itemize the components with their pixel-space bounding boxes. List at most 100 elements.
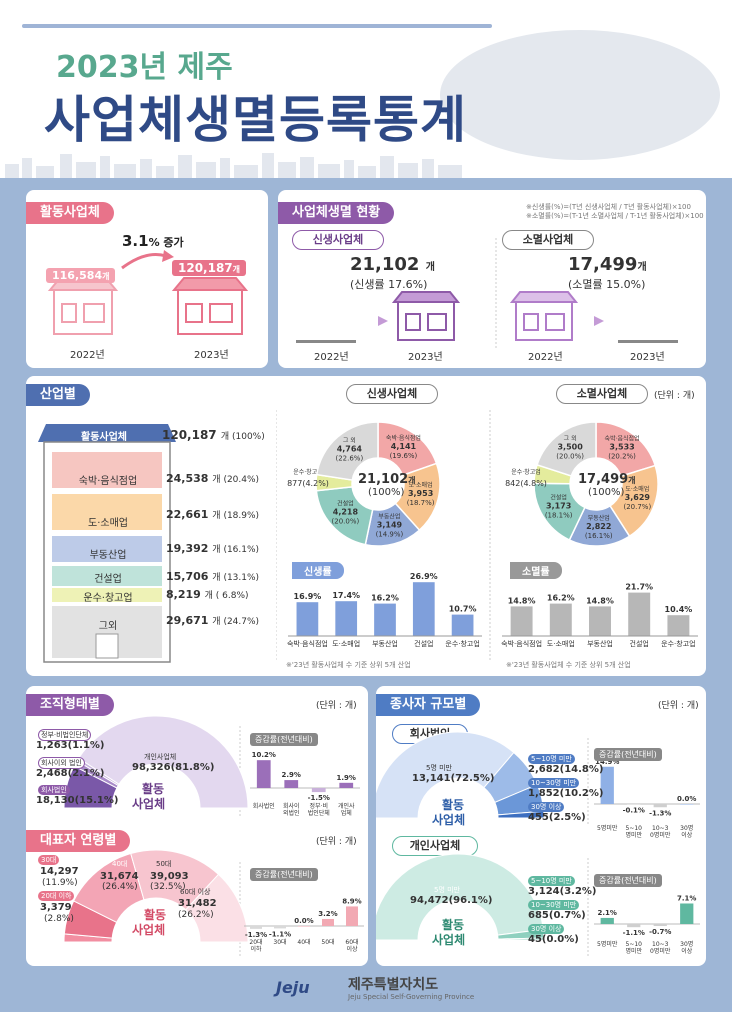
donut-slice-5 [536, 421, 597, 477]
org-v2: 2,468(2.1%) [36, 768, 105, 779]
increase-arrowhead [162, 250, 174, 262]
death-value-number: 17,499 [568, 254, 638, 275]
bar-4 [667, 615, 690, 636]
jeju-map-graphic [440, 30, 720, 160]
row-label-retail: 도·소매업 [88, 518, 128, 529]
industry-birth-pill: 신생사업체 [346, 384, 438, 404]
cat-label-2: 정부·비 [310, 802, 328, 810]
row-value-food-num: 24,538 [166, 472, 209, 485]
death-center-pct: (100%) [588, 487, 625, 498]
bar-label-3: 26.9% [410, 572, 438, 581]
org-l2: 회사이외 법인 [38, 757, 85, 769]
org-unit-note: (단위 : 개) [316, 701, 357, 711]
year-title: 2023년 제주 [56, 50, 233, 85]
half-slice-3 [77, 715, 249, 809]
corp-10-30-value: 1,852(10.2%) [528, 788, 604, 799]
bar-label-1: 17.4% [332, 591, 360, 600]
increase-rate: 3.1% 증가 [122, 232, 184, 250]
cat-label-1: 5~10 [626, 825, 643, 832]
cat-label-1: 5~10 [626, 941, 643, 948]
donut-val-0: 3,533 [609, 443, 634, 452]
bar-label-0: 14.8% [508, 596, 536, 605]
org-v1: 1,263(1.1%) [36, 740, 105, 751]
jeju-logo: Jeju [276, 978, 310, 997]
donut-val-3: 4,218 [333, 508, 359, 517]
bar-1 [335, 601, 358, 636]
age-change-tag: 증감률(전년대비) [250, 868, 318, 881]
donut-cat-3: 건설업 [550, 493, 567, 501]
row-value-construction: 15,706 개 (13.1%) [166, 570, 259, 583]
bd-year-2023-a: 2023년 [408, 352, 443, 363]
age-center-2: 사업체 [132, 923, 166, 937]
cat-label-0: 20대 [249, 938, 262, 946]
shop-2022-icon [47, 277, 119, 335]
donut-cat-2: 부동산업 [588, 514, 610, 522]
cat-label-2: 40대 [297, 938, 310, 946]
birth-footnote: ※'23년 활동사업체 수 기준 상위 5개 산업 [286, 661, 411, 669]
change-bar-1 [274, 926, 286, 929]
corp-5-10-label: 5~10명 미만 [528, 754, 575, 764]
row-bg-realestate [52, 536, 162, 562]
donut-val-3: 3,173 [546, 501, 571, 510]
cat-label-3: 업체 [341, 809, 352, 817]
indiv-10-30-value: 685(0.7%) [528, 910, 586, 921]
indiv-center-2: 사업체 [432, 933, 466, 947]
row-bg-construction [52, 566, 162, 586]
change-bar-1 [627, 924, 641, 928]
cat-label-3: 30명 [680, 824, 693, 832]
row-bg-food [52, 452, 162, 488]
age-p30: (11.9%) [42, 878, 78, 888]
row-value-realestate-pct: 개 (16.1%) [212, 545, 260, 555]
row-label-construction: 건설업 [94, 574, 122, 585]
change-label-3: 7.1% [677, 894, 696, 902]
org-l4: 개인사업체 [144, 753, 177, 761]
change-bar-0 [250, 926, 262, 929]
indiv-center-1: 활동 [442, 918, 465, 932]
donut-pct-3: (18.1%) [545, 511, 573, 519]
indiv-5-10-label: 5~10명 미만 [528, 876, 575, 886]
change-label-0: 2.1% [598, 909, 617, 917]
birth-center-unit: 개 [408, 476, 416, 485]
donut-val-4: 842(4.8%) [505, 479, 547, 488]
birth-rate-tag: 신생률 [292, 562, 344, 579]
cat-label-0: 이하 [250, 945, 262, 953]
row-bg-retail [52, 494, 162, 530]
indiv-pill: 개인사업체 [392, 836, 478, 856]
cat-label-1: 도·소매업 [547, 640, 575, 648]
death-rate-bars: 14.8% 16.2% 14.8% 21.7% 10.4% 숙박·음식점업 도·소매업 부동산… [501, 583, 698, 648]
birth-value: 21,102 개 [350, 254, 435, 275]
bar-1 [549, 603, 572, 636]
birth-center: 21,102개 [358, 472, 416, 487]
donut-pct-3: (20.0%) [332, 518, 360, 526]
donut-cat-4: 운수·창고업 [293, 468, 323, 476]
row-value-realestate-num: 19,392 [166, 542, 209, 555]
donut-pct-0: (20.2%) [608, 453, 636, 461]
age-l40: 40대 [112, 860, 128, 868]
corp-center-1: 활동 [442, 798, 465, 812]
change-label-1: -1.1% [269, 930, 291, 938]
change-bar-1 [627, 804, 641, 805]
cat-label-3: 개인사 [338, 802, 355, 810]
cat-label-1: 도·소매업 [332, 640, 360, 648]
corp-center-2: 사업체 [432, 813, 466, 827]
active-tag: 활동사업체 [26, 202, 114, 224]
donut-pct-0: (19.6%) [390, 452, 418, 460]
death-footnote: ※'23년 활동사업체 수 기준 상위 5개 산업 [506, 661, 631, 669]
bd-year-2022-a: 2022년 [314, 352, 349, 363]
donut-val-1: 3,953 [408, 489, 433, 498]
birth-shop-icon [391, 291, 461, 341]
donut-cat-4: 운수·창고업 [511, 468, 541, 476]
death-base-2023 [618, 340, 678, 343]
birth-death-graphic [296, 238, 678, 350]
change-label-2: -1.5% [308, 794, 330, 802]
bd-year-2022-b: 2022년 [528, 352, 563, 363]
corp-30-label: 30명 이상 [528, 802, 565, 812]
industry-death-pill: 소멸사업체 [556, 384, 648, 404]
cat-label-1: 명미만 [625, 831, 642, 839]
donut-pct-2: (14.9%) [376, 530, 404, 538]
bar-label-3: 21.7% [625, 583, 653, 592]
employee-unit-note: (단위 : 개) [658, 701, 699, 711]
